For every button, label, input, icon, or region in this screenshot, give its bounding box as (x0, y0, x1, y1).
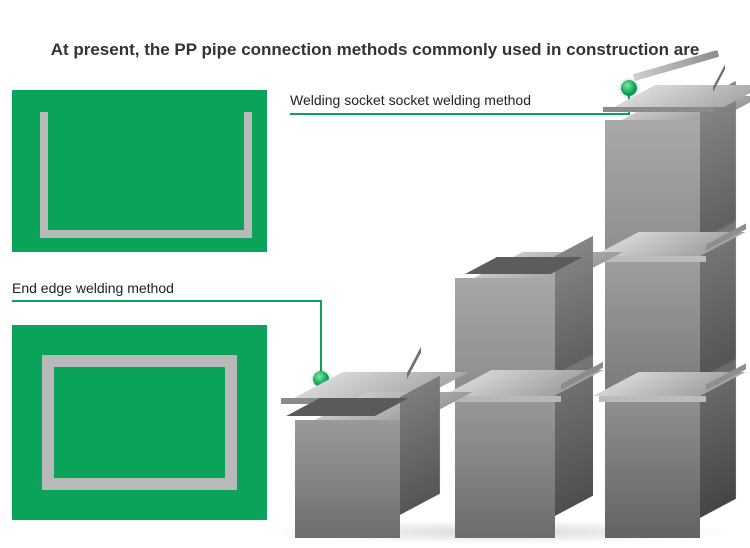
stack-tall-seam2 (599, 396, 706, 402)
underline-end-edge (12, 300, 322, 302)
rect-frame (42, 355, 237, 490)
u-frame-left (40, 112, 48, 238)
underline-welding-socket (290, 113, 630, 115)
stack-short-side (400, 376, 440, 515)
u-frame-bottom (40, 230, 252, 238)
stack-tall-lid (598, 85, 738, 115)
panel-end-edge (12, 325, 267, 520)
stack-tall-seam1 (599, 256, 706, 262)
lid-front (603, 107, 713, 112)
stack-mid-front (455, 278, 555, 538)
stack-short-front (295, 420, 400, 538)
stack-tall-side (700, 81, 736, 518)
u-frame-right (244, 112, 252, 238)
label-end-edge: End edge welding method (12, 280, 262, 296)
leader-end-edge (320, 300, 322, 378)
panel-welding-socket (12, 90, 267, 252)
label-welding-socket: Welding socket socket welding method (290, 92, 610, 108)
stack-tall-front (605, 120, 700, 538)
lid-top (614, 85, 750, 107)
stack-mid-seam (449, 396, 561, 402)
page-title: At present, the PP pipe connection metho… (0, 40, 750, 60)
